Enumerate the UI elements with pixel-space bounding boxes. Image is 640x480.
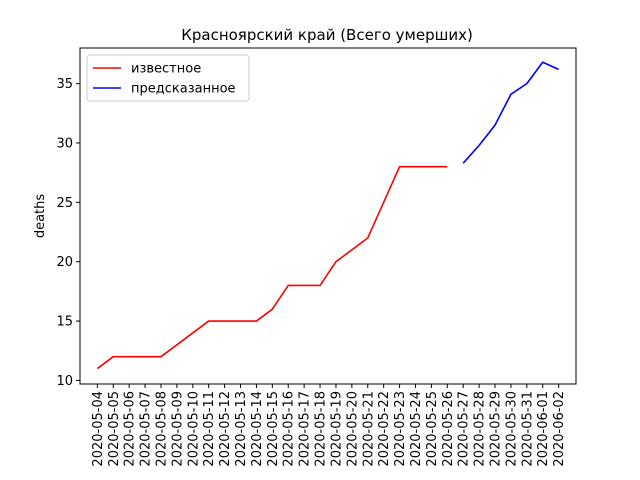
x-tick-label: 2020-05-22 (377, 391, 392, 467)
x-tick-label: 2020-05-27 (457, 391, 472, 467)
legend-label: предсказанное (131, 82, 236, 97)
x-tick-label: 2020-05-08 (154, 391, 169, 467)
chart-title: Красноярский край (Всего умерших) (181, 26, 473, 44)
legend: известное предсказанное (86, 54, 250, 102)
x-tick-label: 2020-05-21 (361, 391, 376, 467)
y-tick-label: 20 (56, 255, 73, 270)
x-tick-label: 2020-05-15 (266, 391, 281, 467)
x-tick-label: 2020-05-26 (441, 391, 456, 467)
x-tick-label: 2020-05-20 (345, 391, 360, 467)
x-tick-label: 2020-06-01 (536, 391, 551, 467)
x-tick-label: 2020-05-24 (409, 391, 424, 467)
x-tick-label: 2020-05-05 (107, 391, 122, 467)
axes-frame (79, 47, 577, 385)
x-tick-label: 2020-06-02 (552, 391, 567, 467)
x-tick-label: 2020-05-29 (489, 391, 504, 467)
x-tick-label: 2020-05-12 (218, 391, 233, 467)
x-tick-label: 2020-05-25 (425, 391, 440, 467)
y-tick-label: 30 (56, 136, 73, 151)
y-tick-label: 35 (56, 77, 73, 92)
x-tick-label: 2020-05-10 (186, 391, 201, 467)
x-tick-label: 2020-05-23 (393, 391, 408, 467)
legend-box (86, 54, 250, 102)
x-tick-label: 2020-05-18 (314, 391, 329, 467)
x-tick-label: 2020-05-14 (250, 391, 265, 467)
x-tick-label: 2020-05-19 (329, 391, 344, 467)
y-tick-label: 25 (56, 196, 73, 211)
x-tick-label: 2020-05-16 (282, 391, 297, 467)
x-tick-label: 2020-05-28 (473, 391, 488, 467)
y-tick-label: 10 (56, 374, 73, 389)
x-tick-label: 2020-05-04 (91, 391, 106, 467)
x-tick-label: 2020-05-07 (139, 391, 154, 467)
x-tick-label: 2020-05-06 (123, 391, 138, 467)
x-tick-label: 2020-05-13 (234, 391, 249, 467)
y-axis-label: deaths (33, 194, 48, 239)
x-tick-label: 2020-05-30 (504, 391, 519, 467)
x-tick-label: 2020-05-17 (298, 391, 313, 467)
x-tick-label: 2020-05-31 (520, 391, 535, 467)
x-tick-label: 2020-05-11 (202, 391, 217, 467)
x-tick-label: 2020-05-09 (170, 391, 185, 467)
legend-label: известное (131, 62, 201, 77)
y-tick-label: 15 (56, 315, 73, 330)
